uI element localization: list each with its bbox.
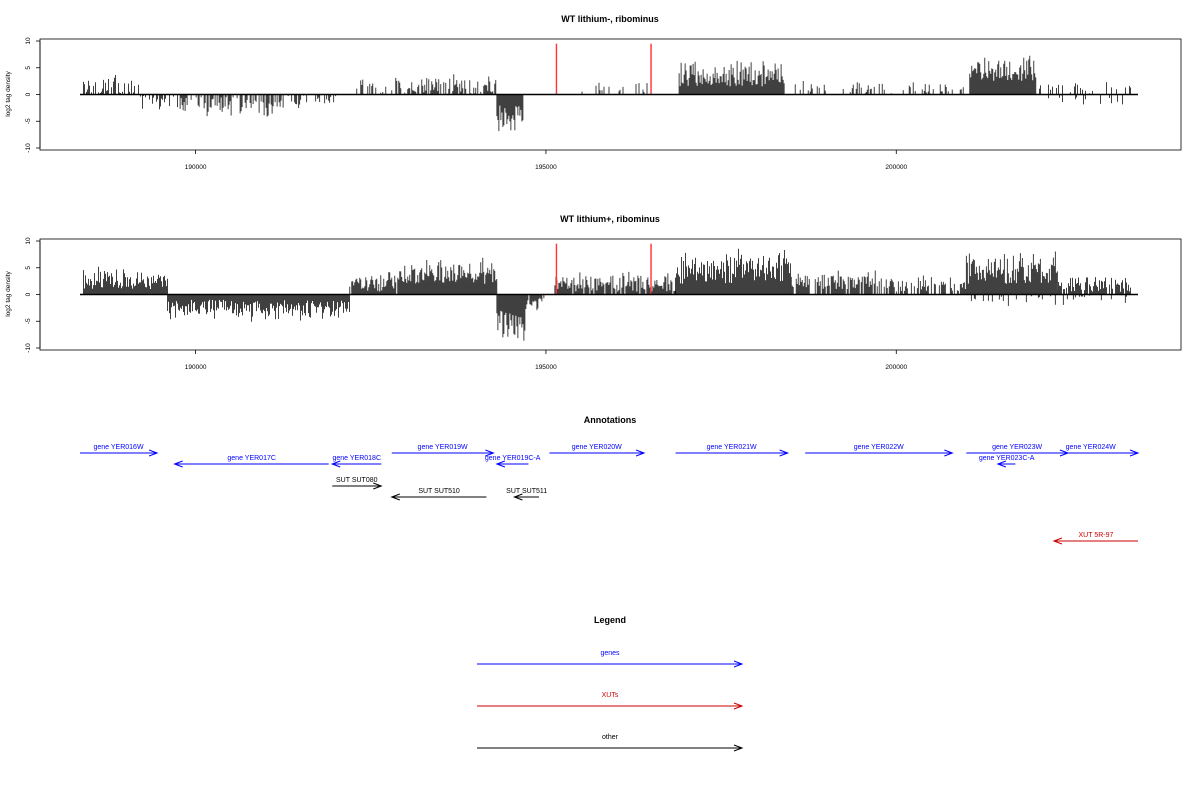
annotation-feature: gene YER020W bbox=[549, 444, 646, 457]
feature-label: gene YER024W bbox=[1066, 444, 1116, 451]
annotation-feature: gene YER024W bbox=[1043, 444, 1140, 457]
feature-label: SUT SUT080 bbox=[336, 477, 378, 484]
arrowhead-icon bbox=[373, 482, 383, 490]
arrowhead-icon bbox=[330, 460, 341, 468]
x-tick-label: 190000 bbox=[185, 164, 207, 171]
annotation-feature: SUT SUT080 bbox=[332, 477, 383, 490]
feature-label: XUT 5R-97 bbox=[1079, 532, 1114, 539]
annotation-feature: gene YER022W bbox=[805, 444, 954, 457]
x-tick-label: 190000 bbox=[185, 364, 207, 371]
annotation-feature: gene YER023C-A bbox=[979, 455, 1035, 468]
panel-title: WT lithium-, ribominus bbox=[561, 14, 659, 24]
legend-item: XUTs bbox=[477, 692, 744, 710]
annotation-feature: gene YER018C bbox=[330, 455, 382, 468]
annotation-feature: SUT SUT511 bbox=[506, 488, 547, 501]
track-panel-lithium-plus: WT lithium+, ribominus log2 tag density … bbox=[5, 214, 1182, 371]
y-tick-label: 10 bbox=[25, 37, 32, 45]
y-tick-label: 10 bbox=[25, 237, 32, 245]
arrowhead-icon bbox=[779, 449, 790, 457]
annotation-feature: XUT 5R-97 bbox=[1052, 532, 1138, 545]
x-tick-label: 200000 bbox=[885, 364, 907, 371]
signal-bars bbox=[83, 55, 1131, 132]
legend: Legend genes XUTs other bbox=[477, 615, 744, 752]
arrowhead-icon bbox=[944, 449, 954, 457]
feature-label: gene YER017C bbox=[227, 455, 276, 462]
marker-lines bbox=[555, 243, 652, 295]
y-tick-label: 5 bbox=[25, 266, 32, 270]
y-axis: 10 5 0 -5 -10 bbox=[25, 237, 41, 353]
y-axis: 10 5 0 -5 -10 bbox=[25, 37, 41, 153]
panel-title: WT lithium+, ribominus bbox=[560, 214, 660, 224]
y-tick-label: 5 bbox=[25, 66, 32, 70]
arrowhead-icon bbox=[173, 460, 183, 468]
feature-label: gene YER018C bbox=[332, 455, 381, 462]
y-tick-label: -10 bbox=[25, 143, 32, 153]
arrowhead-icon bbox=[512, 493, 523, 501]
annotation-feature: SUT SUT510 bbox=[390, 488, 487, 501]
x-tick-label: 195000 bbox=[535, 364, 557, 371]
legend-label: other bbox=[602, 734, 619, 741]
feature-label: gene YER023C-A bbox=[979, 455, 1035, 462]
feature-label: gene YER020W bbox=[572, 444, 622, 451]
feature-label: gene YER016W bbox=[93, 444, 143, 451]
y-tick-label: -10 bbox=[25, 343, 32, 353]
annotation-feature: gene YER019C-A bbox=[485, 455, 541, 468]
feature-label: SUT SUT510 bbox=[418, 488, 460, 495]
annotation-feature: gene YER021W bbox=[675, 444, 790, 457]
feature-label: SUT SUT511 bbox=[506, 488, 547, 495]
arrowhead-icon bbox=[733, 660, 744, 668]
annotation-feature: gene YER019W bbox=[391, 444, 495, 457]
legend-item: genes bbox=[477, 650, 744, 668]
y-axis-label: log2 tag density bbox=[5, 270, 12, 316]
legend-label: genes bbox=[600, 650, 620, 657]
signal-bar bbox=[83, 248, 1131, 341]
y-tick-label: -5 bbox=[25, 318, 32, 324]
feature-label: gene YER022W bbox=[854, 444, 904, 451]
arrowhead-icon bbox=[390, 493, 400, 501]
arrowhead-icon bbox=[485, 449, 495, 457]
arrowhead-icon bbox=[733, 702, 744, 710]
y-tick-label: 0 bbox=[25, 292, 32, 296]
annotation-feature: gene YER017C bbox=[173, 455, 329, 468]
arrowhead-icon bbox=[996, 460, 1007, 468]
marker-lines bbox=[555, 43, 652, 95]
arrowhead-icon bbox=[1052, 537, 1063, 545]
x-tick-label: 200000 bbox=[885, 164, 907, 171]
feature-label: gene YER019C-A bbox=[485, 455, 541, 462]
track-panel-lithium-minus: WT lithium-, ribominus log2 tag density … bbox=[5, 14, 1182, 171]
x-axis: 190000 195000 200000 bbox=[185, 150, 907, 171]
signal-bar bbox=[83, 55, 1131, 132]
feature-list: gene YER016W gene YER017C gene YER018C gene… bbox=[80, 444, 1140, 545]
y-tick-label: -5 bbox=[25, 118, 32, 124]
feature-label: gene YER021W bbox=[707, 444, 757, 451]
arrowhead-icon bbox=[733, 744, 744, 752]
legend-title: Legend bbox=[594, 615, 626, 625]
feature-label: gene YER019W bbox=[418, 444, 468, 451]
arrowhead-icon bbox=[495, 460, 506, 468]
legend-label: XUTs bbox=[602, 692, 619, 699]
arrowhead-icon bbox=[1129, 449, 1140, 457]
legend-item: other bbox=[477, 734, 744, 752]
x-tick-label: 195000 bbox=[535, 164, 557, 171]
y-axis-label: log2 tag density bbox=[5, 70, 12, 116]
y-tick-label: 0 bbox=[25, 92, 32, 96]
annotations-title: Annotations bbox=[584, 415, 637, 425]
legend-items: genes XUTs other bbox=[477, 650, 744, 752]
annotation-feature: gene YER016W bbox=[80, 444, 159, 457]
signal-bars bbox=[83, 248, 1131, 341]
feature-label: gene YER023W bbox=[992, 444, 1042, 451]
arrowhead-icon bbox=[148, 449, 159, 457]
arrowhead-icon bbox=[635, 449, 646, 457]
x-axis: 190000 195000 200000 bbox=[185, 350, 907, 371]
